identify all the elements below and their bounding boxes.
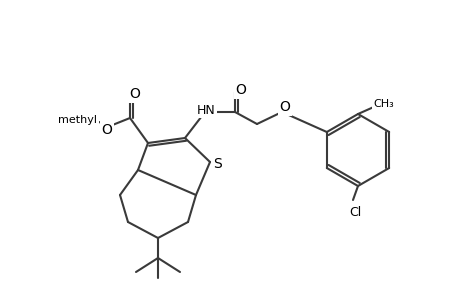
Text: O: O — [129, 87, 140, 101]
Text: O: O — [101, 123, 112, 137]
Text: O: O — [235, 83, 246, 97]
Text: S: S — [213, 157, 222, 171]
Text: O: O — [279, 100, 290, 114]
Text: methyl: methyl — [58, 115, 97, 125]
Text: HN: HN — [196, 103, 215, 116]
Text: Cl: Cl — [348, 206, 360, 218]
Text: CH₃: CH₃ — [373, 99, 393, 109]
